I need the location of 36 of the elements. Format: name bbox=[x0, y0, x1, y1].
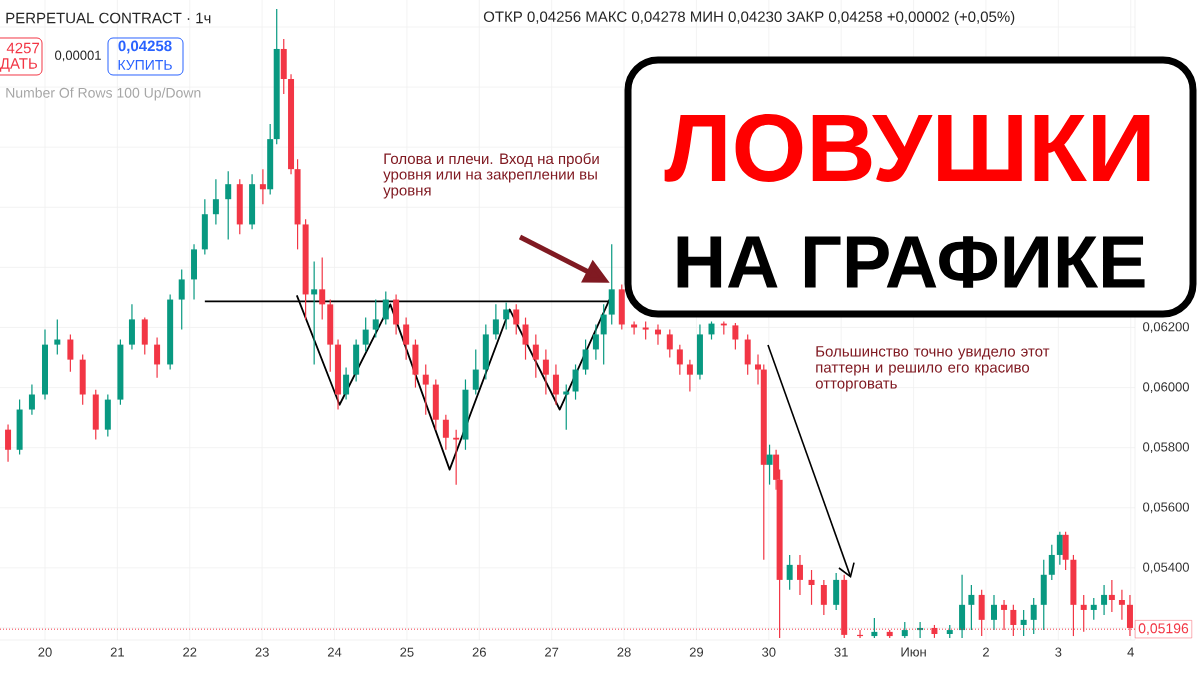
text: ЛОВУШКИ bbox=[664, 114, 1150, 182]
y-tick-label: 0,05600 bbox=[1143, 502, 1189, 514]
annotation: уровня или на закреплении вы bbox=[383, 171, 597, 183]
annotation: Большинство точно увидело этот паттерн и решило его красиво отторговать bbox=[815, 346, 1050, 392]
x-tick-label: 25 bbox=[400, 647, 414, 657]
ref-line-label: 0,05196 bbox=[1138, 623, 1189, 635]
y-tick-label: 0,06200 bbox=[1143, 322, 1189, 333]
annotation: Number Of Rows 100 Up/Down bbox=[6, 87, 201, 101]
annotation: PERPETUAL CONTRACT · 1ч bbox=[6, 12, 211, 24]
annotation: КУПИТЬ bbox=[118, 60, 172, 70]
x-tick-label: 24 bbox=[327, 647, 342, 657]
x-tick-label: Июн bbox=[901, 647, 926, 657]
x-tick-label: 31 bbox=[834, 647, 848, 657]
x-tick-label: 26 bbox=[472, 647, 486, 657]
x-tick-label: 2 bbox=[983, 647, 989, 657]
y-tick-label: 0,05400 bbox=[1143, 562, 1189, 574]
x-tick-label: 20 bbox=[38, 647, 52, 657]
x-tick-label: 27 bbox=[545, 647, 559, 657]
annotation: Голова и плечи. Вход на проби bbox=[384, 152, 599, 168]
annotation: 4257 bbox=[6, 42, 40, 54]
x-tick-label: 4 bbox=[1127, 647, 1134, 657]
x-tick-label: 30 bbox=[762, 647, 776, 657]
x-tick-label: 28 bbox=[617, 647, 631, 657]
x-tick-label: 22 bbox=[183, 647, 197, 657]
annotation: уровня bbox=[383, 187, 431, 199]
x-tick-label: 23 bbox=[255, 647, 269, 657]
x-tick-label: 3 bbox=[1055, 647, 1062, 657]
x-tick-label: 21 bbox=[110, 647, 124, 657]
text: НА ГРАФИКЕ bbox=[677, 236, 1145, 288]
annotation: ОТКР 0,04256 МАКС 0,04278 МИН 0,04230 ЗАКР 0,04258 +0,00002 (+0,05%) bbox=[483, 11, 1015, 25]
annotation: 0,00001 bbox=[55, 50, 101, 62]
x-tick-label: 29 bbox=[689, 647, 704, 657]
annotation: 0,04258 bbox=[118, 40, 172, 54]
y-tick-label: 0,06000 bbox=[1143, 382, 1189, 393]
annotation: ДАТЬ bbox=[0, 58, 38, 72]
y-tick-label: 0,05800 bbox=[1143, 442, 1189, 454]
